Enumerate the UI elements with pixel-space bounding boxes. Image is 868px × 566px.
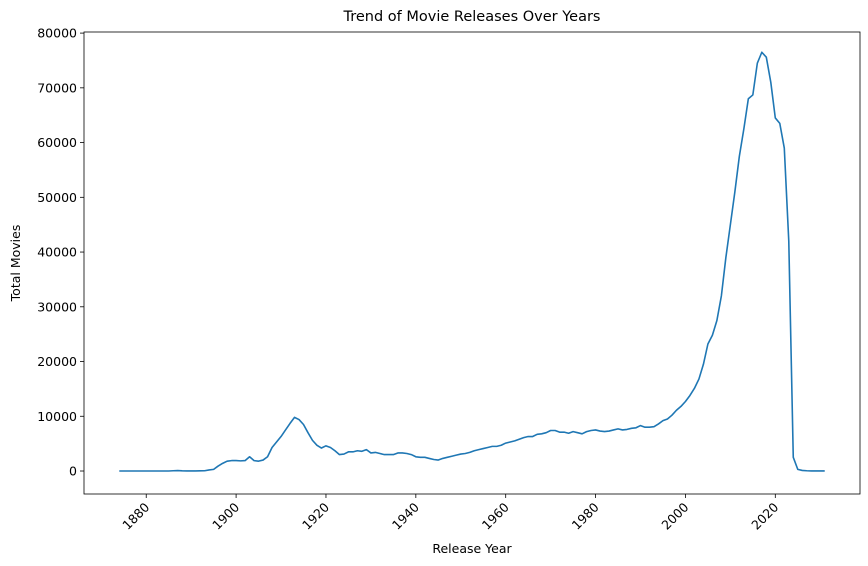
x-tick-label: 1920	[299, 499, 332, 532]
y-tick-label: 70000	[37, 80, 77, 95]
y-tick-label: 30000	[37, 299, 77, 314]
y-tick-label: 40000	[37, 245, 77, 260]
x-tick-label: 1960	[479, 499, 512, 532]
plot-frame	[83, 31, 861, 495]
y-tick-label: 10000	[37, 409, 77, 424]
y-tick-label: 60000	[37, 135, 77, 150]
chart-title: Trend of Movie Releases Over Years	[343, 9, 601, 25]
y-tick-label: 50000	[37, 190, 77, 205]
x-axis-label: Release Year	[432, 541, 512, 556]
x-tick-label: 1940	[389, 499, 422, 532]
x-tick-label: 2000	[658, 499, 691, 532]
x-tick-label: 1980	[569, 499, 602, 532]
x-tick-label: 1900	[209, 499, 242, 532]
x-tick-label: 2020	[748, 499, 781, 532]
y-tick-label: 80000	[37, 26, 77, 41]
y-tick-label: 0	[69, 464, 77, 479]
data-line	[119, 51, 825, 472]
x-tick-label: 1880	[119, 499, 152, 532]
y-axis-label: Total Movies	[8, 225, 23, 303]
y-tick-label: 20000	[37, 354, 77, 369]
